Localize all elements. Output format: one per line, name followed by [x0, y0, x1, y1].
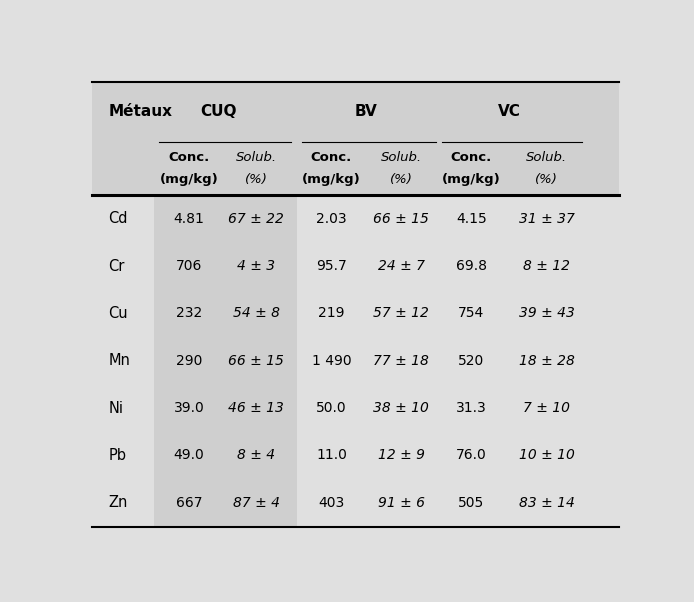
Bar — [92, 81, 619, 195]
Text: 2.03: 2.03 — [316, 212, 347, 226]
Text: 4.81: 4.81 — [174, 212, 204, 226]
Text: 505: 505 — [458, 496, 484, 510]
Text: Cu: Cu — [108, 306, 128, 321]
Text: 91 ± 6: 91 ± 6 — [378, 496, 425, 510]
Text: 520: 520 — [458, 354, 484, 368]
Text: 69.8: 69.8 — [456, 259, 486, 273]
Text: 76.0: 76.0 — [456, 448, 486, 462]
Text: (mg/kg): (mg/kg) — [302, 173, 361, 185]
Text: 77 ± 18: 77 ± 18 — [373, 354, 430, 368]
Text: 39 ± 43: 39 ± 43 — [518, 306, 575, 320]
Text: 38 ± 10: 38 ± 10 — [373, 401, 430, 415]
Text: 54 ± 8: 54 ± 8 — [232, 306, 280, 320]
Text: 219: 219 — [319, 306, 345, 320]
Text: Cr: Cr — [108, 259, 125, 273]
Text: 18 ± 28: 18 ± 28 — [518, 354, 575, 368]
Text: 8 ± 12: 8 ± 12 — [523, 259, 570, 273]
Text: 67 ± 22: 67 ± 22 — [228, 212, 284, 226]
Text: CUQ: CUQ — [201, 104, 237, 119]
Text: BV: BV — [355, 104, 378, 119]
Text: Pb: Pb — [108, 448, 126, 463]
Text: 39.0: 39.0 — [174, 401, 204, 415]
Text: Solub.: Solub. — [235, 151, 277, 164]
Text: 31 ± 37: 31 ± 37 — [518, 212, 575, 226]
Text: (%): (%) — [245, 173, 268, 185]
Text: 24 ± 7: 24 ± 7 — [378, 259, 425, 273]
Text: 290: 290 — [176, 354, 202, 368]
Text: 57 ± 12: 57 ± 12 — [373, 306, 430, 320]
Text: Ni: Ni — [108, 401, 124, 415]
Text: (%): (%) — [535, 173, 558, 185]
Text: 10 ± 10: 10 ± 10 — [518, 448, 575, 462]
Text: 706: 706 — [176, 259, 202, 273]
Text: Conc.: Conc. — [311, 151, 352, 164]
Text: Mn: Mn — [108, 353, 130, 368]
Text: 66 ± 15: 66 ± 15 — [228, 354, 284, 368]
Text: 1 490: 1 490 — [312, 354, 351, 368]
Text: 12 ± 9: 12 ± 9 — [378, 448, 425, 462]
Text: 95.7: 95.7 — [316, 259, 347, 273]
Text: 83 ± 14: 83 ± 14 — [518, 496, 575, 510]
Text: Métaux: Métaux — [108, 104, 172, 119]
Text: 87 ± 4: 87 ± 4 — [232, 496, 280, 510]
Text: 667: 667 — [176, 496, 202, 510]
Text: Zn: Zn — [108, 495, 128, 510]
Text: 232: 232 — [176, 306, 202, 320]
Text: Cd: Cd — [108, 211, 128, 226]
Bar — [154, 195, 296, 527]
Text: 50.0: 50.0 — [316, 401, 347, 415]
Text: (mg/kg): (mg/kg) — [442, 173, 500, 185]
Text: 11.0: 11.0 — [316, 448, 347, 462]
Text: (mg/kg): (mg/kg) — [160, 173, 219, 185]
Text: Conc.: Conc. — [169, 151, 210, 164]
Text: 7 ± 10: 7 ± 10 — [523, 401, 570, 415]
Text: 46 ± 13: 46 ± 13 — [228, 401, 284, 415]
Text: Conc.: Conc. — [450, 151, 492, 164]
Text: 66 ± 15: 66 ± 15 — [373, 212, 430, 226]
Text: 4.15: 4.15 — [456, 212, 486, 226]
Text: 49.0: 49.0 — [174, 448, 204, 462]
Text: (%): (%) — [390, 173, 413, 185]
Text: 754: 754 — [458, 306, 484, 320]
Text: 4 ± 3: 4 ± 3 — [237, 259, 276, 273]
Text: Solub.: Solub. — [526, 151, 567, 164]
Text: 8 ± 4: 8 ± 4 — [237, 448, 276, 462]
Text: 31.3: 31.3 — [456, 401, 486, 415]
Text: Solub.: Solub. — [381, 151, 422, 164]
Text: VC: VC — [498, 104, 520, 119]
Text: 403: 403 — [319, 496, 345, 510]
